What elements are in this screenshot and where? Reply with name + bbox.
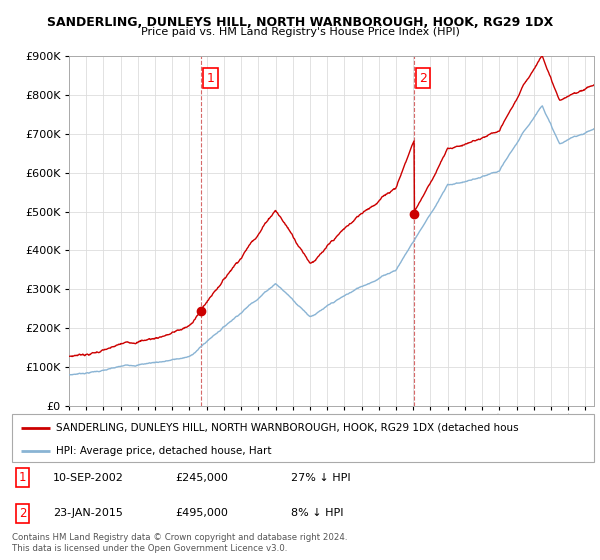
- Text: £245,000: £245,000: [175, 473, 228, 483]
- Text: Price paid vs. HM Land Registry's House Price Index (HPI): Price paid vs. HM Land Registry's House …: [140, 27, 460, 37]
- Text: SANDERLING, DUNLEYS HILL, NORTH WARNBOROUGH, HOOK, RG29 1DX (detached hous: SANDERLING, DUNLEYS HILL, NORTH WARNBORO…: [56, 423, 518, 433]
- Text: SANDERLING, DUNLEYS HILL, NORTH WARNBOROUGH, HOOK, RG29 1DX: SANDERLING, DUNLEYS HILL, NORTH WARNBORO…: [47, 16, 553, 29]
- Text: 8% ↓ HPI: 8% ↓ HPI: [292, 508, 344, 518]
- Text: £495,000: £495,000: [175, 508, 228, 518]
- Text: 27% ↓ HPI: 27% ↓ HPI: [292, 473, 351, 483]
- Text: 1: 1: [19, 471, 26, 484]
- Text: 2: 2: [19, 507, 26, 520]
- Text: Contains HM Land Registry data © Crown copyright and database right 2024.
This d: Contains HM Land Registry data © Crown c…: [12, 533, 347, 553]
- Text: HPI: Average price, detached house, Hart: HPI: Average price, detached house, Hart: [56, 446, 271, 456]
- Text: 10-SEP-2002: 10-SEP-2002: [53, 473, 124, 483]
- Text: 1: 1: [206, 72, 214, 85]
- Text: 2: 2: [419, 72, 427, 85]
- Text: 23-JAN-2015: 23-JAN-2015: [53, 508, 122, 518]
